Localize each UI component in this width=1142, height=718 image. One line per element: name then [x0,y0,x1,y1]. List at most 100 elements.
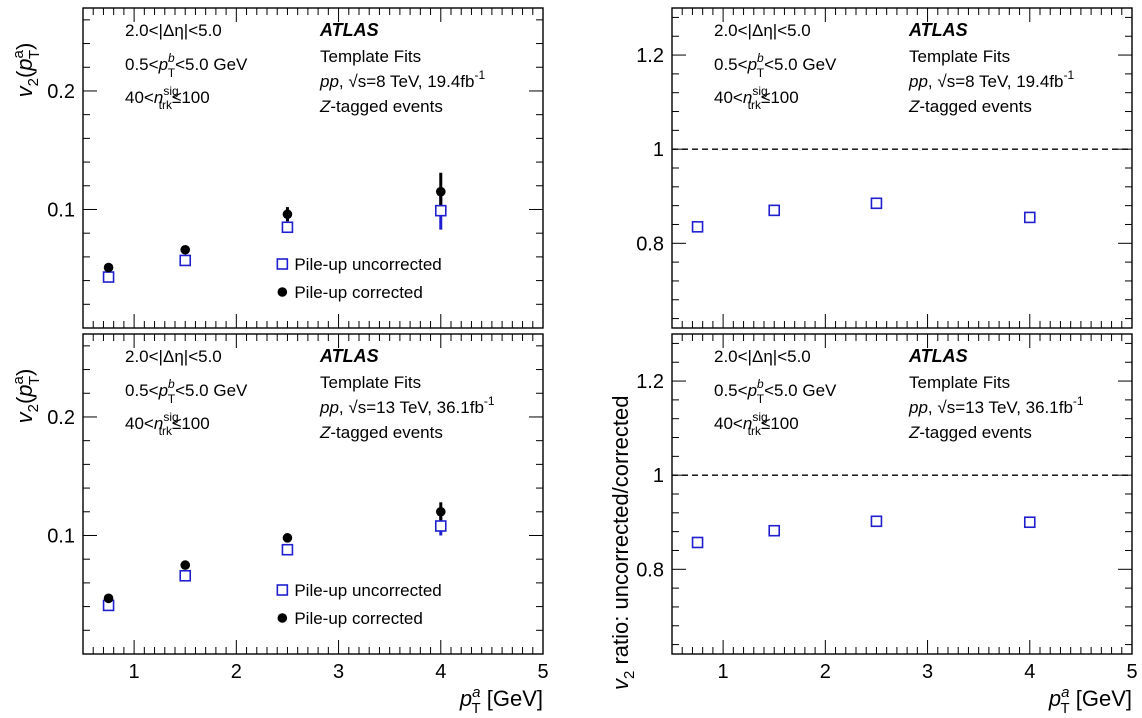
template-fits-label: Template Fits [320,373,421,392]
ntrk-sub: trk [159,424,173,438]
z-tagged-text: -tagged events [919,423,1031,442]
x-tick-label: 2 [820,661,831,683]
ylabel-paren: ( [12,70,37,78]
ptb-sub: T [757,66,765,80]
z-tagged-label: Z-tagged events [908,423,1032,442]
x-tick-label: 5 [1126,661,1137,683]
y-axis-label: v2(paT) [10,43,43,98]
sqrt-s-text: √s [937,398,955,417]
ylabel-t-sub: T [26,376,43,385]
corrected-point [180,560,191,570]
uncorrected-point [870,197,883,210]
xlabel-unit: [GeV] [487,686,543,711]
energy-label: pp, √s=13 TeV, 36.1fb-1 [319,394,495,417]
eta-cut-text: 2.0<|Δη|<5.0 [125,21,222,40]
eta-cut-label: 2.0<|Δη|<5.0 [714,347,811,366]
y-tick-label: 1 [653,465,664,487]
z-letter: Z [319,423,331,442]
right-y-axis-label: v2 ratio: uncorrected/corrected [608,396,638,691]
uncorrected-point [1023,211,1036,224]
template-fits-label: Template Fits [909,47,1010,66]
ptb-sup: b [168,377,175,391]
ntrk-n: n [154,414,163,433]
ptb-cut-pre: 0.5< [125,381,159,400]
template-fits-label: Template Fits [320,47,421,66]
uncorrected-point [434,204,447,217]
eta-cut-text: 2.0<|Δη|<5.0 [125,347,222,366]
ylabel-sub: 2 [25,404,42,412]
right-ylabel-text: ratio: uncorrected/corrected [608,396,633,665]
right-ylabel-sub: 2 [621,671,638,679]
ptb-p: p [158,381,168,400]
x-axis-label: pa T [GeV] [1048,684,1132,717]
y-tick-label: 1 [653,139,664,161]
ylabel-p: p [12,58,37,71]
lumi-exp: -1 [474,68,485,82]
y-tick-label: 1.2 [636,45,664,67]
pp-text: pp [319,398,339,417]
ylabel-v: v [12,410,37,423]
ylabel-p: p [12,384,37,397]
atlas-label: ATLAS [908,346,968,366]
x-tick-label: 4 [435,661,446,683]
panel-bottom-right: 0.811.21 2 3 4 52.0<|Δη|<5.00.5<pb T<5.0 GeV4… [636,333,1138,717]
sqrt-s-text: √s [348,398,366,417]
energy-label: pp, √s=13 TeV, 36.1fb-1 [908,394,1084,417]
x-tick-label: 3 [922,661,933,683]
ptb-cut-label: 0.5<pb T<5.0 GeV [125,377,248,406]
uncorrected-point [434,520,447,532]
ptb-p: p [747,381,757,400]
x-tick-label: 4 [1024,661,1035,683]
comma-text: , [339,398,348,417]
uncorrected-point [281,543,294,556]
ntrk-post: ≤100 [761,88,799,107]
legend-uncorrected-marker [276,584,289,596]
ntrk-pre: 40< [714,88,743,107]
atlas-label: ATLAS [319,20,379,40]
y-tick-label: 0.1 [47,525,75,547]
uncorrected-point [691,221,704,233]
ylabel-paren: ) [12,43,37,50]
ptb-cut-label: 0.5<pb T<5.0 GeV [714,377,837,406]
ntrk-sub: trk [748,98,762,112]
z-letter: Z [908,423,920,442]
ntrk-n: n [743,88,752,107]
uncorrected-point [281,221,294,234]
plot-frame [82,7,544,329]
uncorrected-point [179,254,192,267]
pp-text: pp [908,398,928,417]
y-tick-label: 0.2 [47,407,75,429]
ntrk-sup: sig [163,410,178,424]
ptb-cut-pre: 0.5< [714,55,748,74]
legend-uncorrected-marker [276,258,289,270]
ntrk-n: n [743,414,752,433]
ntrk-sup: sig [163,84,178,98]
x-tick-label: 2 [231,661,242,683]
uncorrected-point [102,271,115,283]
uncorrected-point [768,204,781,217]
energy-text: =13 TeV, 36.1fb [955,398,1073,417]
eta-cut-label: 2.0<|Δη|<5.0 [125,347,222,366]
energy-label: pp, √s=8 TeV, 19.4fb-1 [908,68,1074,91]
x-tick-label: 5 [537,661,548,683]
eta-cut-label: 2.0<|Δη|<5.0 [125,21,222,40]
right-ylabel-v: v [608,677,633,690]
comma-text: , [928,72,937,91]
uncorrected-point [1023,516,1036,529]
z-tagged-text: -tagged events [919,97,1031,116]
y-tick-label: 0.8 [636,233,664,255]
corrected-point [435,506,446,517]
legend-uncorrected-label: Pile-up uncorrected [294,581,441,600]
ptb-cut-post: <5.0 GeV [764,381,837,400]
ylabel-paren: ( [12,396,37,404]
ntrk-cut-label: 40<nsig trk≤100 [714,84,799,112]
y-tick-label: 0.8 [636,559,664,581]
ntrk-sup: sig [752,410,767,424]
ptb-p: p [158,55,168,74]
panel-bottom-left: 0.10.21 2 3 4 52.0<|Δη|<5.00.5<pb T<5.0 GeV40… [10,333,549,717]
xlabel-t-sub: T [471,700,480,717]
ptb-cut-pre: 0.5< [714,381,748,400]
ntrk-cut-label: 40<nsig trk≤100 [125,84,210,112]
ylabel-t-sub: T [26,50,43,59]
